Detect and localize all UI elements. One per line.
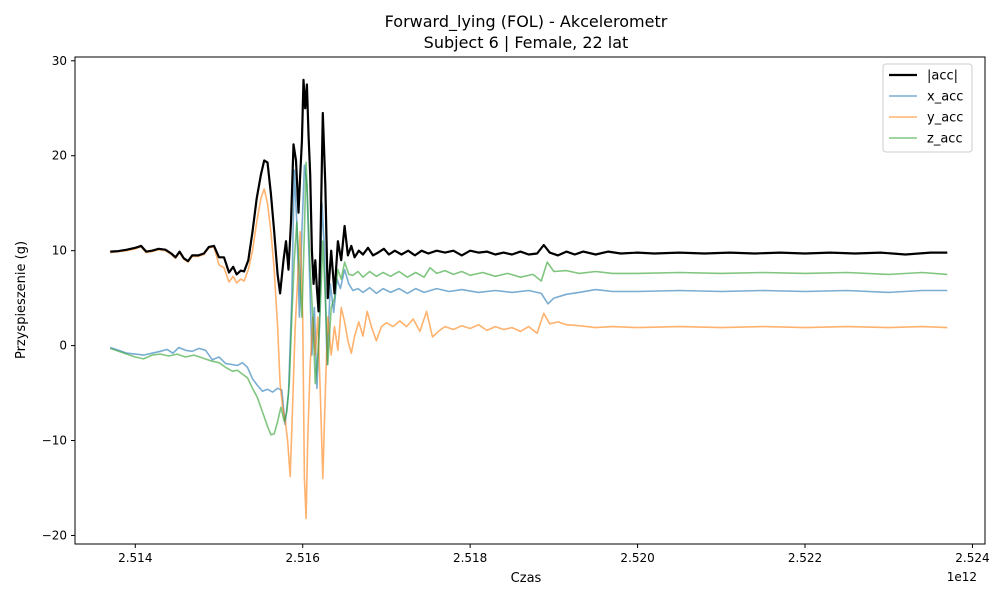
x-tick-label: 2.518: [453, 551, 487, 565]
legend-label: z_acc: [927, 132, 963, 147]
legend-label: x_acc: [927, 90, 963, 105]
series-line-y-acc: [110, 188, 948, 520]
series-line-x-acc: [109, 164, 948, 426]
x-tick-label: 2.522: [788, 551, 822, 565]
y-tick-label: 20: [52, 149, 67, 163]
x-tick-label: 2.516: [286, 551, 320, 565]
y-tick-label: 30: [52, 54, 67, 68]
y-tick-label: −10: [42, 434, 67, 448]
x-axis-label: Czas: [511, 571, 542, 586]
x-tick-label: 2.524: [955, 551, 989, 565]
y-axis-label: Przyspieszenie (g): [14, 241, 29, 359]
chart-subtitle: Subject 6 | Female, 22 lat: [424, 33, 629, 52]
plot-frame: [74, 56, 986, 545]
legend-label: |acc|: [927, 69, 958, 84]
x-axis: 2.514 2.516 2.518 2.520 2.522 2.524: [118, 544, 990, 565]
x-tick-label: 2.520: [620, 551, 654, 565]
legend-label: y_acc: [927, 111, 963, 126]
y-axis: −20 −10 0 10 20 30: [42, 54, 75, 542]
y-tick-label: 0: [59, 339, 67, 353]
y-tick-label: −20: [42, 528, 67, 542]
series-line-z-acc: [109, 161, 948, 436]
x-tick-label: 2.514: [118, 551, 152, 565]
series-line-acc: [110, 78, 948, 313]
legend-box: [882, 63, 973, 153]
series-layer: [109, 78, 948, 520]
legend: |acc| x_acc y_acc z_acc: [882, 63, 973, 153]
chart-title: Forward_lying (FOL) - Akcelerometr: [385, 12, 668, 32]
y-tick-label: 10: [52, 244, 67, 258]
x-offset-label: 1e12: [947, 570, 977, 584]
